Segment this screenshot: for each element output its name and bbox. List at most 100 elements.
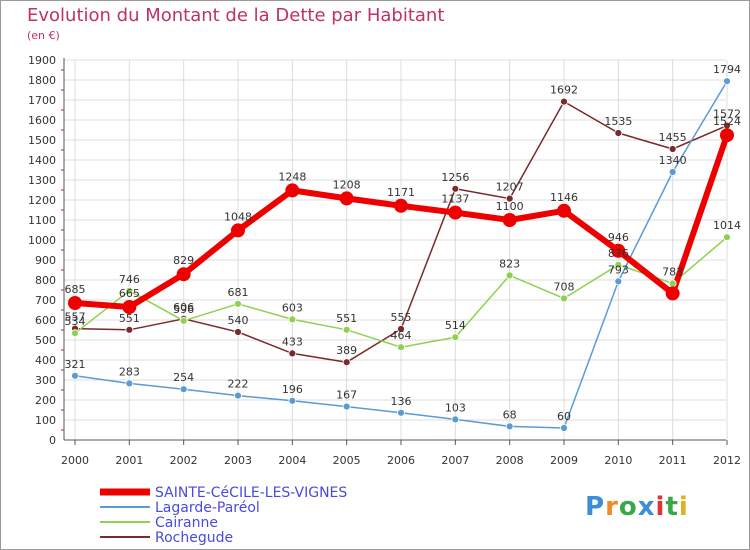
data-label: 514	[445, 319, 466, 332]
data-label: 433	[282, 335, 303, 348]
data-point	[451, 184, 460, 193]
data-label: 1535	[604, 115, 632, 128]
x-tick-label: 2003	[224, 454, 252, 467]
data-point	[288, 396, 297, 405]
data-point	[614, 260, 623, 269]
data-point	[505, 271, 514, 280]
data-label: 1146	[550, 191, 578, 204]
data-point	[68, 296, 82, 310]
data-labels: 685 665 829 1048 1248 1208 1171 1137 1100 1146 946…	[65, 63, 742, 423]
logo-letter: i	[678, 492, 689, 522]
data-label: 1692	[550, 84, 578, 97]
data-label: 606	[173, 301, 194, 314]
data-point	[179, 385, 188, 394]
x-tick-label: 2001	[115, 454, 143, 467]
logo-letter: P	[585, 492, 606, 522]
data-label: 540	[228, 314, 249, 327]
data-label: 557	[65, 311, 86, 324]
y-tick-label: 100	[35, 414, 56, 427]
data-label: 68	[503, 408, 517, 421]
data-label: 136	[391, 395, 412, 408]
data-label: 708	[554, 280, 575, 293]
data-point	[451, 333, 460, 342]
data-point	[557, 203, 571, 218]
data-point	[71, 329, 79, 338]
data-point	[448, 205, 463, 220]
data-point	[342, 325, 351, 334]
x-tick-label: 2002	[170, 454, 198, 467]
data-label: 1340	[659, 154, 687, 167]
legend: SAINTE-CéCILE-LES-VIGNESLagarde-ParéolCa…	[100, 485, 347, 546]
data-label: 1455	[659, 131, 687, 144]
data-label: 196	[282, 383, 303, 396]
data-label: 1208	[333, 178, 361, 191]
data-label: 555	[391, 311, 412, 324]
data-point	[451, 415, 460, 424]
data-label: 1248	[278, 170, 306, 183]
data-point	[339, 191, 354, 206]
data-label: 876	[608, 247, 629, 260]
x-tick-label: 2004	[278, 454, 306, 467]
data-label: 829	[173, 254, 194, 267]
data-label: 1100	[496, 200, 524, 213]
data-point	[723, 77, 731, 86]
legend-label: Lagarde-Paréol	[155, 500, 260, 516]
legend-label: Cairanne	[155, 515, 218, 531]
y-tick-label: 1000	[28, 234, 56, 247]
legend-label: SAINTE-CéCILE-LES-VIGNES	[155, 485, 347, 501]
data-label: 551	[336, 312, 357, 325]
x-tick-labels: 2000 2001 2002 2003 2004 2005 2006 2007 2008 2009…	[61, 454, 741, 467]
data-point	[397, 325, 405, 333]
data-point	[342, 402, 351, 411]
data-label: 283	[119, 365, 140, 378]
data-point	[394, 198, 408, 213]
y-tick-label: 300	[35, 374, 56, 387]
y-tick-label: 1300	[28, 174, 56, 187]
x-tick-label: 2006	[387, 454, 415, 467]
data-label: 596	[173, 303, 194, 316]
y-tick-label: 900	[35, 254, 56, 267]
y-tick-label: 1900	[28, 54, 56, 67]
data-label: 1014	[713, 219, 741, 232]
y-tick-label: 700	[35, 294, 56, 307]
x-tick-label: 2000	[61, 454, 89, 467]
data-label: 946	[608, 231, 629, 244]
data-point	[125, 325, 134, 334]
data-point	[288, 349, 297, 358]
data-label: 823	[499, 257, 520, 270]
data-point	[288, 315, 297, 324]
data-point	[397, 408, 405, 417]
data-point	[502, 213, 517, 227]
y-tick-label: 500	[35, 334, 56, 347]
axes	[61, 58, 728, 445]
data-label: 60	[557, 410, 571, 423]
series-markers	[68, 77, 734, 432]
proxiti-logo: Proxiti	[585, 492, 689, 522]
data-point	[125, 379, 134, 388]
x-tick-label: 2011	[659, 454, 687, 467]
logo-letter: i	[655, 492, 666, 522]
x-tick-label: 2005	[333, 454, 361, 467]
data-label: 783	[662, 265, 683, 278]
y-tick-labels: 0 100 200 300 400 500 600 700 800 900 1000 1100 1200…	[28, 54, 56, 447]
data-point	[285, 183, 300, 198]
data-point	[560, 424, 568, 432]
data-point	[723, 233, 731, 242]
data-point	[665, 286, 680, 301]
data-point	[560, 294, 568, 303]
data-label: 1524	[713, 115, 741, 128]
data-point	[71, 371, 79, 380]
y-tick-label: 1600	[28, 114, 56, 127]
x-tick-label: 2009	[550, 454, 578, 467]
y-tick-label: 600	[35, 314, 56, 327]
data-point	[122, 300, 137, 314]
data-point	[234, 391, 242, 400]
logo-letter: r	[605, 492, 619, 522]
data-point	[614, 129, 623, 137]
y-tick-label: 0	[49, 434, 56, 447]
data-point	[611, 243, 626, 258]
data-label: 1171	[387, 186, 415, 199]
x-tick-label: 2008	[496, 454, 524, 467]
y-tick-label: 400	[35, 354, 56, 367]
